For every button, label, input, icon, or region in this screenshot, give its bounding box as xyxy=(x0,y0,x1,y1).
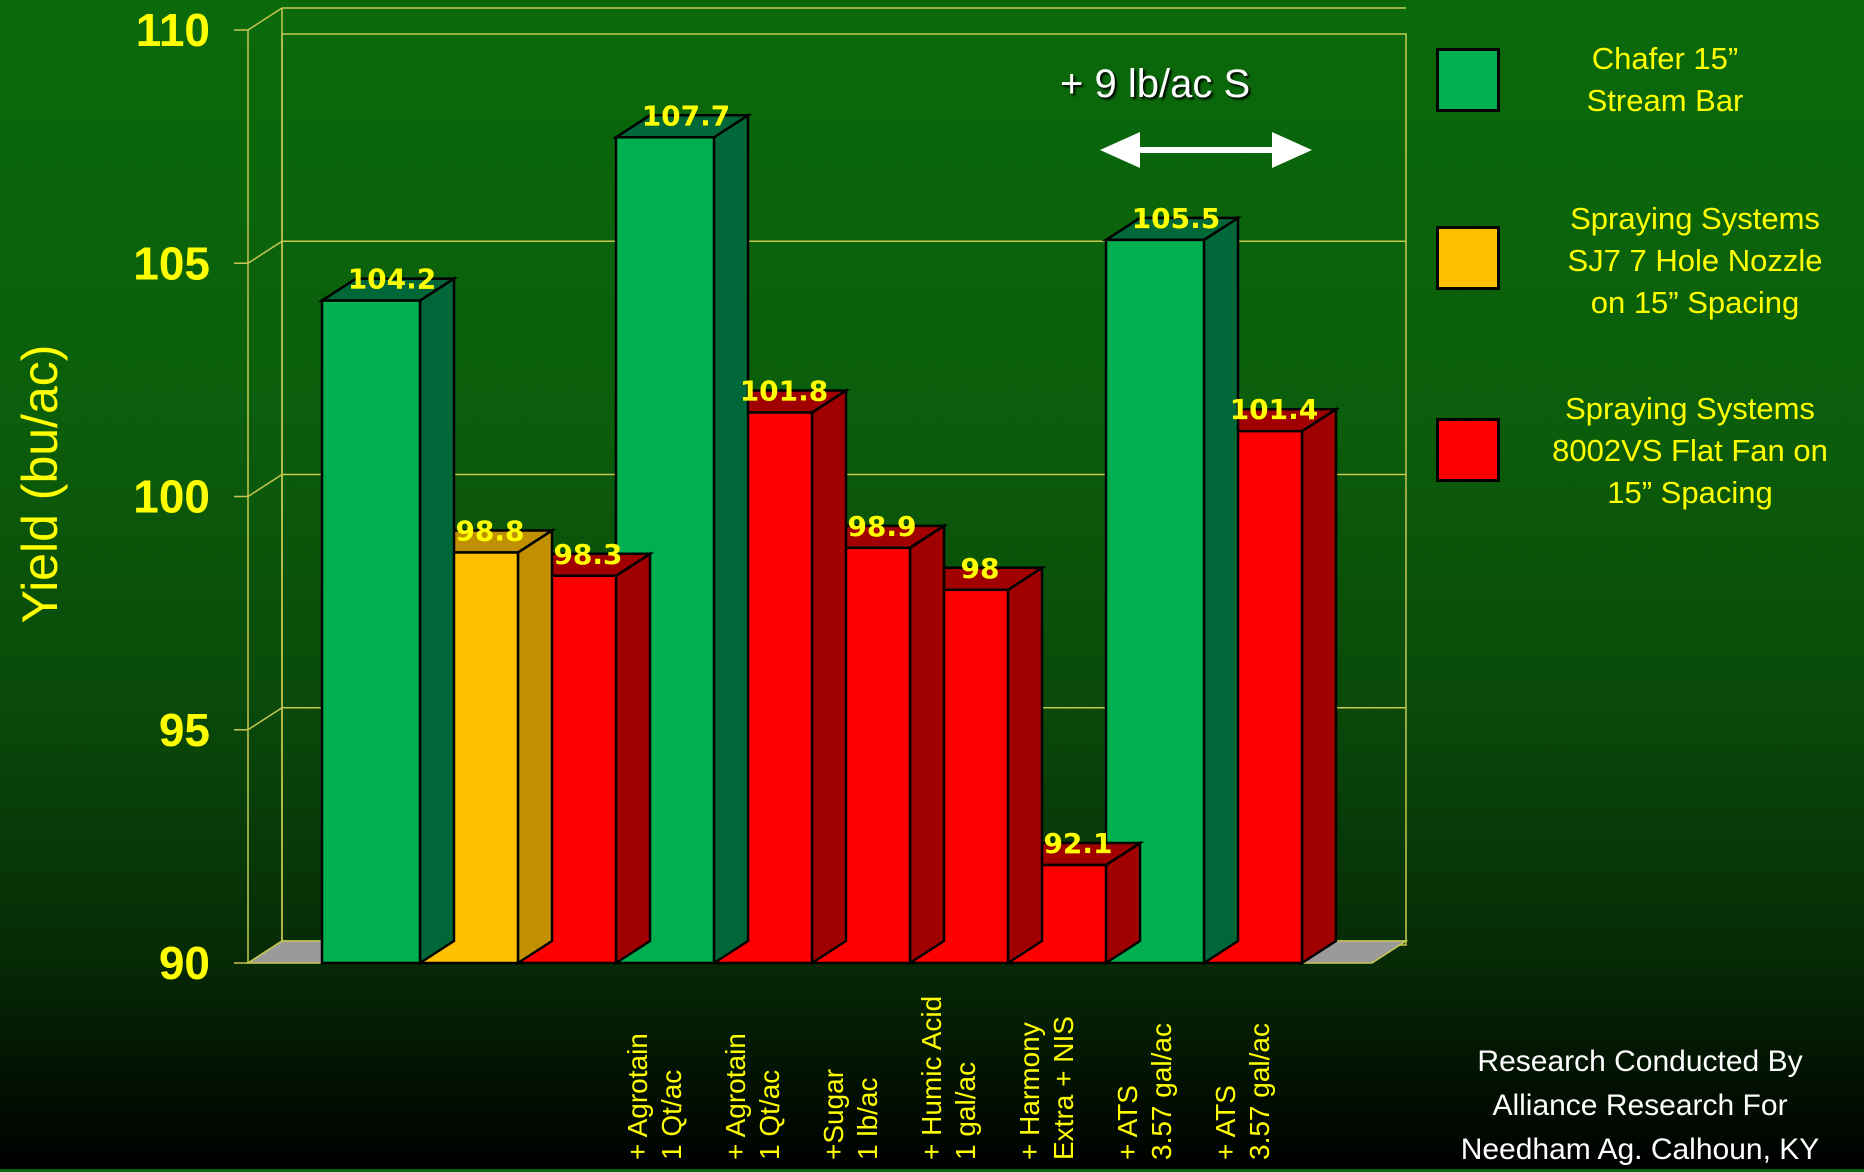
svg-text:3.57 gal/ac: 3.57 gal/ac xyxy=(1244,1023,1275,1160)
category-label: + Humic Acid 1 gal/ac xyxy=(916,996,981,1160)
data-label: 98 xyxy=(961,552,1000,585)
bar xyxy=(611,112,753,966)
category-label: + ATS 3.57 gal/ac xyxy=(1210,1023,1275,1160)
svg-text:+ Harmony: + Harmony xyxy=(1014,1022,1045,1160)
svg-text:+ ATS: + ATS xyxy=(1112,1085,1143,1160)
bar xyxy=(317,276,459,966)
y-axis-label: Yield (bu/ac) xyxy=(12,344,68,624)
svg-text:1 gal/ac: 1 gal/ac xyxy=(950,1062,981,1160)
category-label: + Agrotain 1 Qt/ac xyxy=(622,1033,687,1160)
legend-label-sj7: Spraying Systems SJ7 7 Hole Nozzle on 15… xyxy=(1567,201,1823,320)
svg-text:+ Agrotain: + Agrotain xyxy=(622,1033,653,1160)
research-credit: Research Conducted By Alliance Research … xyxy=(1460,1045,1820,1166)
category-label: +Sugar 1 lb/ac xyxy=(818,1069,883,1160)
legend-swatch-flatfan xyxy=(1436,418,1500,482)
y-tick-label: 105 xyxy=(133,237,210,289)
y-tick-label: 110 xyxy=(136,4,210,56)
data-label: 98.9 xyxy=(847,510,916,543)
category-label: + Agrotain 1 Qt/ac xyxy=(720,1033,785,1160)
legend-label-chafer: Chafer 15” Stream Bar xyxy=(1586,41,1744,118)
svg-text:+ Agrotain: + Agrotain xyxy=(720,1033,751,1160)
svg-text:Extra + NIS: Extra + NIS xyxy=(1048,1016,1079,1160)
annotation-text: + 9 lb/ac S xyxy=(1060,62,1251,106)
category-labels: + Agrotain 1 Qt/ac + Agrotain 1 Qt/ac +Sugar… xyxy=(622,996,1275,1160)
data-label: 107.7 xyxy=(642,99,731,132)
y-axis-ticks: 90 95 100 105 110 xyxy=(133,4,248,989)
y-tick-label: 90 xyxy=(159,937,210,989)
svg-text:3.57 gal/ac: 3.57 gal/ac xyxy=(1146,1023,1177,1160)
category-label: + ATS 3.57 gal/ac xyxy=(1112,1023,1177,1160)
data-label: 92.1 xyxy=(1043,827,1112,860)
legend-label-flatfan: Spraying Systems 8002VS Flat Fan on 15” … xyxy=(1552,391,1828,510)
category-label: + Harmony Extra + NIS xyxy=(1014,1016,1079,1160)
svg-text:+ ATS: + ATS xyxy=(1210,1085,1241,1160)
data-label: 98.8 xyxy=(455,514,524,547)
svg-text:1 Qt/ac: 1 Qt/ac xyxy=(656,1070,687,1160)
bar xyxy=(1101,215,1243,966)
y-tick-label: 95 xyxy=(159,704,210,756)
svg-text:1 lb/ac: 1 lb/ac xyxy=(852,1078,883,1161)
bars xyxy=(317,112,1341,966)
svg-text:+ Humic Acid: + Humic Acid xyxy=(916,996,947,1160)
data-label: 105.5 xyxy=(1132,202,1221,235)
legend-swatch-sj7 xyxy=(1436,226,1500,290)
data-labels: 104.2 98.8 98.3 107.7 101.8 98.9 98 92.1 105.5 10… xyxy=(348,99,1319,860)
data-label: 101.4 xyxy=(1230,393,1319,426)
svg-text:1 Qt/ac: 1 Qt/ac xyxy=(754,1070,785,1160)
data-label: 101.8 xyxy=(740,375,829,408)
y-tick-label: 100 xyxy=(133,471,210,523)
svg-text:+Sugar: +Sugar xyxy=(818,1069,849,1160)
data-label: 98.3 xyxy=(553,538,622,571)
data-label: 104.2 xyxy=(348,263,437,296)
legend-swatch-chafer xyxy=(1436,48,1500,112)
annotation-arrow xyxy=(1100,132,1312,168)
